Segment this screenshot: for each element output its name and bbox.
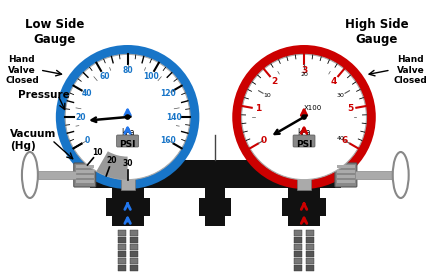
- Text: 0: 0: [85, 136, 90, 145]
- Bar: [118, 230, 126, 236]
- Bar: [110, 140, 146, 150]
- Text: 20: 20: [106, 157, 117, 165]
- Circle shape: [301, 114, 307, 120]
- Bar: [130, 251, 137, 257]
- Bar: [118, 251, 126, 257]
- Bar: [355, 171, 393, 179]
- Bar: [306, 230, 314, 236]
- Ellipse shape: [393, 152, 409, 198]
- Bar: [199, 198, 231, 216]
- FancyBboxPatch shape: [74, 163, 96, 187]
- Bar: [130, 230, 137, 236]
- Bar: [130, 237, 137, 243]
- Text: 0: 0: [260, 136, 267, 145]
- Text: 2: 2: [271, 77, 277, 86]
- Bar: [130, 258, 137, 264]
- Bar: [111, 188, 143, 226]
- Text: 140: 140: [166, 113, 182, 122]
- FancyBboxPatch shape: [293, 135, 315, 147]
- Text: PSI: PSI: [296, 140, 312, 149]
- Wedge shape: [96, 151, 127, 180]
- Circle shape: [241, 54, 366, 180]
- Bar: [337, 165, 355, 168]
- Bar: [38, 171, 76, 179]
- Text: 40: 40: [82, 89, 92, 98]
- Text: 1: 1: [255, 104, 261, 113]
- Text: Low Side
Gauge: Low Side Gauge: [25, 18, 85, 46]
- Text: Vacuum
(Hg): Vacuum (Hg): [10, 129, 56, 151]
- Circle shape: [65, 54, 190, 180]
- Bar: [294, 265, 302, 271]
- Text: 20: 20: [300, 72, 308, 77]
- Bar: [76, 165, 94, 168]
- Bar: [306, 265, 314, 271]
- Text: 100: 100: [143, 72, 159, 81]
- Bar: [76, 180, 94, 183]
- Bar: [294, 251, 302, 257]
- Text: Hand
Valve
Closed: Hand Valve Closed: [394, 55, 428, 85]
- Text: 20: 20: [76, 113, 86, 122]
- Bar: [297, 142, 311, 190]
- Text: 6: 6: [341, 136, 348, 145]
- Bar: [288, 188, 320, 226]
- Bar: [118, 237, 126, 243]
- Bar: [118, 258, 126, 264]
- Bar: [306, 251, 314, 257]
- FancyBboxPatch shape: [117, 135, 139, 147]
- Bar: [337, 175, 355, 178]
- Text: X100: X100: [304, 105, 322, 111]
- Bar: [294, 237, 302, 243]
- Bar: [121, 142, 135, 190]
- Bar: [306, 244, 314, 250]
- Bar: [118, 265, 126, 271]
- Circle shape: [125, 114, 130, 120]
- Text: 10: 10: [92, 148, 103, 157]
- Text: Pressure: Pressure: [18, 90, 70, 100]
- Bar: [76, 170, 94, 173]
- Text: 40: 40: [337, 136, 345, 141]
- Bar: [106, 198, 149, 216]
- Bar: [130, 244, 137, 250]
- Bar: [294, 230, 302, 236]
- Text: 4: 4: [331, 77, 337, 86]
- Text: 60: 60: [99, 72, 110, 81]
- Text: kPa: kPa: [297, 128, 311, 137]
- Text: Hand
Valve
Closed: Hand Valve Closed: [5, 55, 39, 85]
- Bar: [306, 237, 314, 243]
- Ellipse shape: [22, 152, 38, 198]
- Bar: [118, 244, 126, 250]
- Text: 3: 3: [301, 66, 307, 75]
- Bar: [76, 175, 94, 178]
- Bar: [114, 142, 142, 160]
- Text: 5: 5: [347, 104, 353, 113]
- Bar: [294, 244, 302, 250]
- Text: 120: 120: [160, 89, 176, 98]
- Circle shape: [232, 45, 376, 189]
- Text: High Side
Gauge: High Side Gauge: [345, 18, 409, 46]
- Circle shape: [56, 45, 199, 189]
- Text: PSI: PSI: [119, 140, 136, 149]
- FancyBboxPatch shape: [335, 163, 357, 187]
- Text: 80: 80: [122, 66, 133, 75]
- Bar: [337, 170, 355, 173]
- Bar: [90, 160, 341, 188]
- Bar: [337, 180, 355, 183]
- Text: kPa: kPa: [121, 128, 134, 137]
- Bar: [306, 258, 314, 264]
- Text: 160: 160: [160, 136, 176, 145]
- Text: 30: 30: [337, 93, 345, 98]
- Text: 30: 30: [122, 159, 133, 168]
- Bar: [290, 142, 318, 160]
- Bar: [282, 198, 326, 216]
- Bar: [205, 188, 225, 226]
- Text: 10: 10: [264, 93, 271, 98]
- Bar: [294, 258, 302, 264]
- Bar: [286, 140, 322, 150]
- Bar: [130, 265, 137, 271]
